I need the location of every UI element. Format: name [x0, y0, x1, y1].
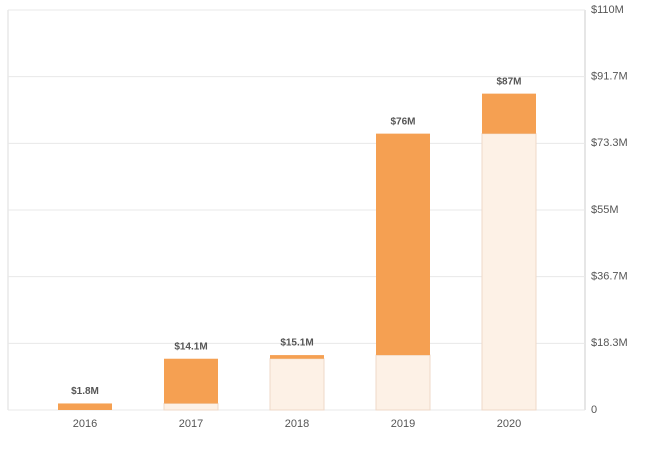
bar-segment — [269, 358, 325, 411]
bar-segment — [164, 358, 218, 404]
y-tick-label: $18.3M — [591, 337, 628, 349]
data-label: $14.1M — [174, 341, 207, 352]
bar-segment — [270, 355, 324, 359]
x-tick-label: 2020 — [497, 418, 521, 430]
data-label: $87M — [496, 76, 521, 87]
x-tick-label: 2019 — [391, 418, 415, 430]
x-tick-label: 2017 — [179, 418, 203, 430]
x-tick-label: 2018 — [285, 418, 309, 430]
x-tick-label: 2016 — [73, 418, 97, 430]
bar-segment — [376, 133, 430, 356]
bar-segment — [375, 354, 431, 411]
y-tick-label: $36.7M — [591, 271, 628, 283]
data-label: $15.1M — [280, 338, 313, 349]
y-tick-label: $110M — [591, 4, 624, 16]
y-tick-label: 0 — [591, 404, 597, 416]
y-tick-label: $73.3M — [591, 137, 628, 149]
bar-segment — [163, 402, 219, 411]
bar-segment — [482, 93, 536, 134]
y-tick-label: $55M — [591, 204, 619, 216]
data-label: $76M — [390, 116, 415, 127]
bar-segment — [58, 403, 112, 410]
bar-segment — [481, 133, 537, 411]
y-tick-label: $91.7M — [591, 71, 628, 83]
data-label: $1.8M — [71, 386, 99, 397]
